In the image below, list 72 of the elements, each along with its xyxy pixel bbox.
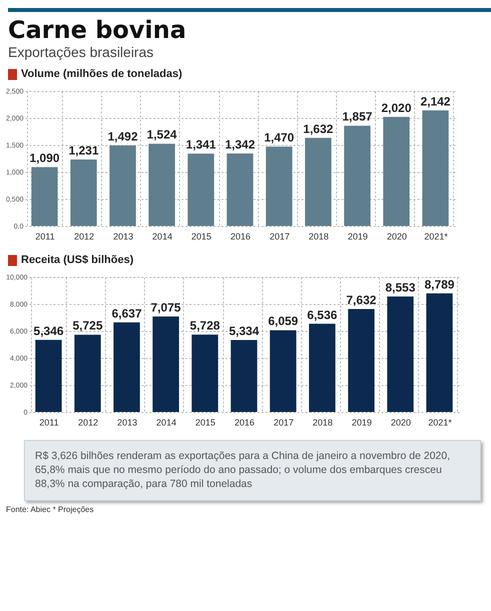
data-label: 5,334 [228, 324, 260, 338]
bar [383, 116, 410, 226]
bar [304, 138, 332, 226]
data-label: 7,075 [150, 300, 182, 314]
chart-subtitle: Exportações brasileiras [8, 44, 155, 60]
bar [344, 126, 370, 226]
data-label: 1,492 [108, 129, 138, 144]
bar [188, 154, 214, 226]
data-label: 1,342 [224, 138, 256, 152]
x-tick-label: 2017 [270, 232, 290, 242]
source-note: Fonte: Abiec * Projeções [6, 504, 95, 514]
data-label: 1,341 [186, 138, 216, 152]
x-tick-label: 2011 [35, 232, 55, 242]
bar [114, 322, 140, 412]
bar [230, 340, 258, 412]
bar [422, 110, 449, 226]
bar [152, 316, 180, 412]
bar [192, 334, 218, 412]
bar [348, 308, 374, 412]
x-tick-label: 2015 [195, 418, 216, 428]
bar [387, 296, 414, 412]
x-tick-label: 2013 [113, 232, 134, 242]
data-label: 5,728 [190, 318, 220, 333]
data-label: 8,789 [424, 277, 455, 292]
bar [70, 160, 97, 226]
x-tick-label: 2018 [308, 232, 329, 242]
data-label: 2,020 [381, 100, 412, 115]
x-tick-label: 2019 [348, 232, 368, 242]
data-label: 1,090 [30, 151, 60, 166]
bar [226, 154, 254, 226]
chart-title: Carne bovina [8, 16, 188, 44]
x-tick-label: 2015 [191, 232, 212, 242]
x-tick-label: 2016 [230, 232, 251, 242]
x-tick-label: 2021* [428, 418, 452, 428]
data-label: 1,470 [264, 130, 294, 145]
x-tick-label: 2021* [424, 232, 448, 242]
data-label: 1,524 [146, 128, 178, 142]
data-label: 1,632 [303, 122, 334, 136]
y-axis-title: Receita (US$ bilhões) [21, 254, 134, 266]
bar [426, 293, 453, 412]
text: R$ 3,626 bilhões renderam as exportações para a China de janeiro a novembro de 2020, 65,8% mais que no mesmo período do ano passado; o volume dos embarques cresceu 88,3% na comparação, para 780 mil toneladas [24, 440, 481, 501]
bar [148, 144, 176, 226]
bar [308, 324, 336, 412]
x-tick-label: 2013 [117, 418, 138, 428]
x-tick-label: 2017 [274, 418, 294, 428]
data-label: 5,346 [34, 324, 64, 338]
x-tick-label: 2014 [156, 418, 176, 428]
bar [266, 146, 292, 226]
data-label: 6,059 [268, 314, 298, 328]
bar [270, 330, 296, 412]
x-tick-label: 2020 [390, 418, 411, 428]
bar [74, 334, 101, 412]
data-label: 8,553 [385, 280, 416, 295]
bar [31, 167, 58, 226]
data-label: 1,231 [68, 144, 99, 158]
data-label: 1,857 [342, 110, 373, 124]
bar [35, 340, 62, 412]
x-tick-label: 2016 [234, 418, 255, 428]
data-label: 5,725 [72, 318, 103, 333]
data-label: 6,637 [112, 306, 142, 320]
x-tick-label: 2020 [386, 232, 407, 242]
x-tick-label: 2019 [352, 418, 372, 428]
x-tick-label: 2012 [78, 418, 98, 428]
x-tick-label: 2018 [312, 418, 333, 428]
data-label: 2,142 [420, 94, 451, 108]
data-label: 6,536 [307, 308, 338, 322]
x-tick-label: 2012 [74, 232, 94, 242]
data-label: 7,632 [346, 292, 377, 307]
y-axis-title: Volume (milhões de toneladas) [21, 68, 182, 80]
bar [110, 145, 136, 226]
x-tick-label: 2011 [39, 418, 59, 428]
x-tick-label: 2014 [152, 232, 172, 242]
